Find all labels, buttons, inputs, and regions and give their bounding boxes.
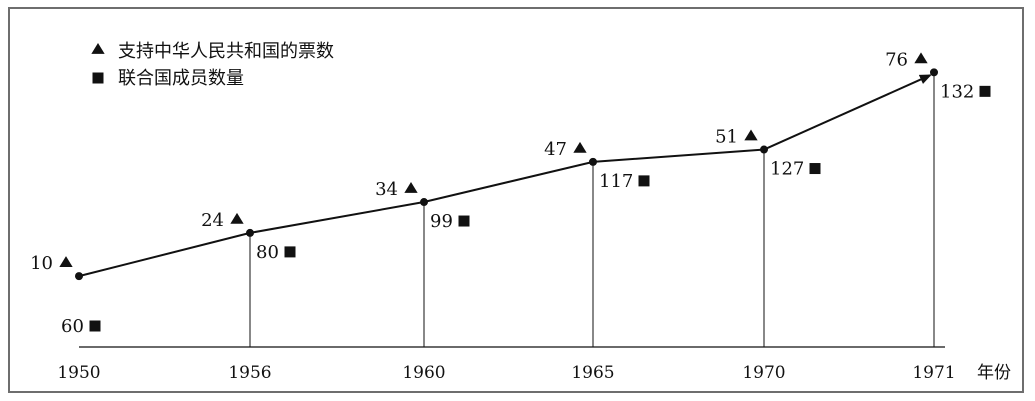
member-value-label: 80 [256,242,279,263]
member-square-icon [89,320,101,332]
member-square-icon [638,175,650,187]
legend-label-votes: 支持中华人民共和国的票数 [118,41,334,62]
vote-triangle-icon [230,212,244,224]
x-axis: 1950 1956 1960 1965 1970 1971 年份 [57,346,1011,383]
x-tick-label: 1960 [402,363,445,383]
member-value-label: 127 [770,159,804,180]
vote-triangle-icon [59,256,73,267]
member-square-icon [809,163,821,175]
series-arrow [763,74,932,151]
vote-triangle-icon [744,129,758,141]
vote-triangle-icon [573,141,587,153]
member-value-label: 99 [430,211,453,232]
legend-label-members: 联合国成员数量 [118,68,244,89]
x-axis-unit-label: 年份 [977,363,1011,383]
legend-triangle-icon [91,43,105,54]
data-point [420,198,428,207]
legend-square-icon [92,72,104,84]
x-tick-label: 1950 [57,363,100,383]
vote-value-label: 47 [544,139,567,160]
member-square-icon [979,85,991,97]
vote-value-label: 51 [715,127,738,148]
data-point [760,145,768,154]
vote-value-label: 10 [30,253,53,274]
x-tick-label: 1965 [571,363,614,383]
vote-value-label: 24 [201,210,224,231]
data-point [75,272,83,281]
member-value-label: 117 [599,171,633,192]
data-point [246,228,254,237]
x-tick-label: 1971 [912,363,955,383]
member-value-label: 132 [940,81,974,102]
member-square-icon [458,215,470,227]
chart-marks: 10 60 24 80 34 99 47 117 51 127 76 132 [30,49,991,347]
vote-triangle-icon [914,52,928,64]
vote-value-label: 34 [375,179,398,200]
vote-value-label: 76 [885,49,908,70]
data-point [589,157,597,166]
series-line [78,148,765,278]
member-value-label: 60 [61,316,84,337]
data-point [930,68,938,77]
member-square-icon [284,246,296,258]
vote-triangle-icon [404,182,418,193]
x-tick-label: 1956 [228,363,271,383]
x-tick-label: 1970 [742,363,785,383]
chart-frame [8,7,1024,393]
